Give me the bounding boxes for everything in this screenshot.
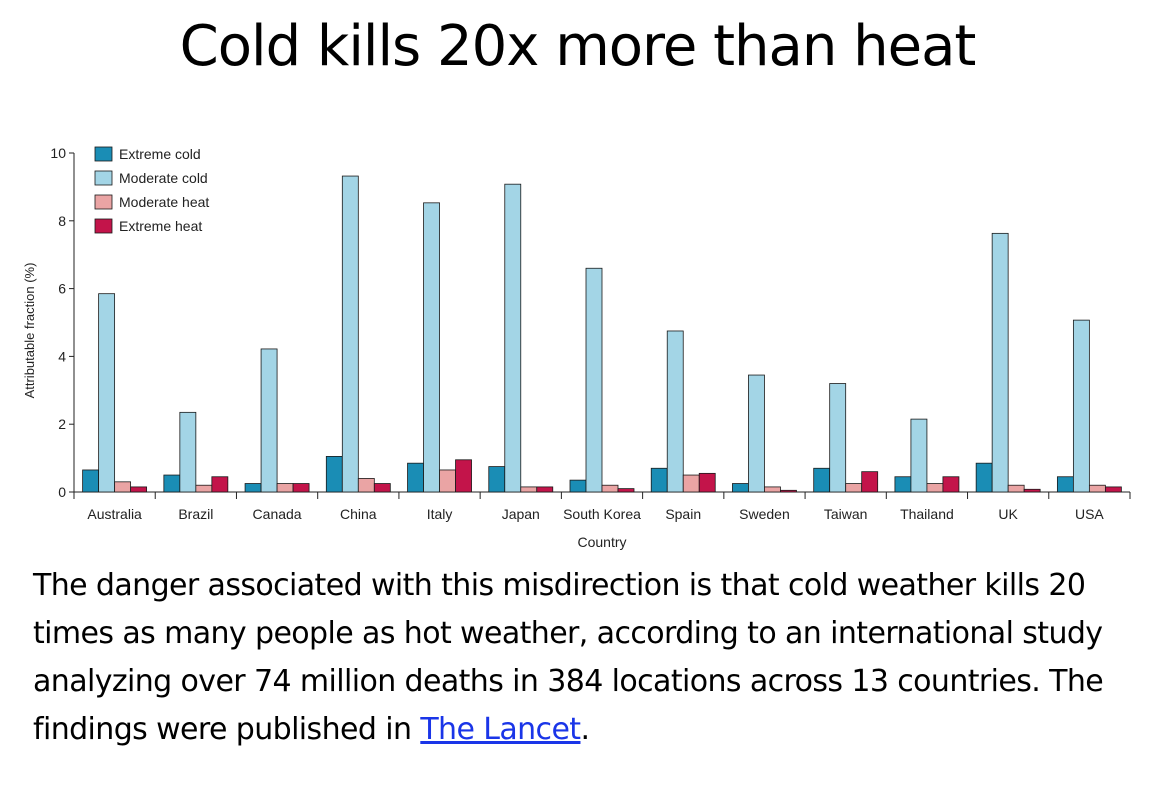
bar-extreme-heat <box>373 483 391 493</box>
bar-moderate-cold <box>179 411 197 493</box>
bar-extreme-cold <box>975 462 993 493</box>
bar-extreme-heat <box>698 472 716 493</box>
body-end: . <box>580 712 590 747</box>
x-tick-label: Australia <box>87 506 142 522</box>
bar-extreme-cold <box>732 483 749 493</box>
x-tick-label: UK <box>998 506 1018 522</box>
bar-moderate-heat <box>114 481 132 493</box>
bar-moderate-cold <box>585 267 603 493</box>
y-tick-label: 10 <box>50 145 66 161</box>
bar-extreme-cold <box>82 469 100 493</box>
bar-moderate-heat <box>276 483 294 493</box>
x-tick-label: Sweden <box>739 506 790 522</box>
legend-swatch <box>94 194 113 210</box>
bar-extreme-heat <box>455 459 472 493</box>
bar-moderate-cold <box>98 293 116 493</box>
x-tick-label: Canada <box>253 506 302 522</box>
legend-label: Extreme cold <box>119 146 201 162</box>
x-tick-label: Spain <box>665 506 701 522</box>
bar-moderate-heat <box>601 484 619 493</box>
x-tick-label: Taiwan <box>824 506 868 522</box>
bar-moderate-cold <box>829 383 847 493</box>
bar-extreme-cold <box>894 476 912 493</box>
bar-moderate-cold <box>260 348 278 493</box>
bar-moderate-heat <box>926 483 944 493</box>
bar-moderate-heat <box>439 469 456 493</box>
x-tick-label: Italy <box>427 506 453 522</box>
bar-moderate-cold <box>504 183 522 493</box>
bar-extreme-heat <box>617 488 635 493</box>
bar-extreme-cold <box>488 466 506 493</box>
y-tick-label: 6 <box>58 281 66 297</box>
bar-moderate-cold <box>341 175 359 493</box>
bar-moderate-heat <box>682 474 700 493</box>
bar-moderate-heat <box>1007 484 1025 493</box>
bar-moderate-cold <box>910 418 928 493</box>
bar-moderate-cold <box>666 330 684 493</box>
x-tick-label: USA <box>1075 506 1104 522</box>
y-tick-label: 8 <box>58 213 66 229</box>
bar-extreme-cold <box>407 462 424 493</box>
bar-extreme-heat <box>1023 488 1041 493</box>
bar-moderate-cold <box>1072 319 1090 493</box>
bar-extreme-heat <box>130 486 148 493</box>
bar-moderate-heat <box>1088 484 1106 493</box>
bar-moderate-cold <box>748 374 765 493</box>
bar-extreme-cold <box>325 456 343 493</box>
bar-extreme-heat <box>536 486 554 493</box>
legend-label: Extreme heat <box>119 218 202 234</box>
bar-extreme-cold <box>813 467 831 493</box>
x-tick-label: South Korea <box>563 506 641 522</box>
bar-extreme-cold <box>244 483 262 493</box>
bar-extreme-cold <box>650 467 668 493</box>
bar-chart: 0 2 4 6 8 10 Attributable fraction (%) Australi… <box>22 145 1131 550</box>
bar-moderate-heat <box>764 486 781 493</box>
y-tick-label: 0 <box>58 484 66 500</box>
legend-label: Moderate heat <box>119 194 209 210</box>
y-tick-label: 2 <box>58 416 66 432</box>
bar-extreme-heat <box>211 476 229 493</box>
bar-moderate-heat <box>195 484 213 493</box>
y-axis-label: Attributable fraction (%) <box>22 263 37 399</box>
bar-extreme-heat <box>861 471 879 493</box>
legend-label: Moderate cold <box>119 170 208 186</box>
legend-swatch <box>94 170 113 186</box>
bar-extreme-cold <box>569 479 587 493</box>
bar-moderate-heat <box>845 483 863 493</box>
body-text: The danger associated with this misdirec… <box>33 568 1104 747</box>
bar-moderate-cold <box>991 232 1009 493</box>
bar-moderate-heat <box>520 486 538 493</box>
bar-extreme-heat <box>942 476 960 493</box>
slide-title: Cold kills 20x more than heat <box>179 14 977 79</box>
bar-extreme-cold <box>1056 476 1074 493</box>
x-tick-label: Thailand <box>900 506 954 522</box>
x-tick-label: Japan <box>502 506 540 522</box>
legend: Extreme cold Moderate cold Moderate heat Ex… <box>94 146 209 234</box>
lancet-link[interactable]: The Lancet <box>420 712 581 747</box>
x-tick-label: China <box>340 506 377 522</box>
bar-extreme-heat <box>1104 486 1122 493</box>
y-tick-label: 4 <box>58 348 66 364</box>
body-paragraph: The danger associated with this misdirec… <box>33 562 1133 754</box>
bar-moderate-heat <box>357 478 375 493</box>
bar-extreme-heat <box>780 489 797 493</box>
bar-moderate-cold <box>423 202 440 493</box>
bar-extreme-heat <box>292 483 310 493</box>
legend-swatch <box>94 218 113 234</box>
legend-swatch <box>94 146 113 162</box>
bar-extreme-cold <box>163 474 181 493</box>
x-tick-label: Brazil <box>178 506 213 522</box>
x-axis-label: Country <box>577 534 626 550</box>
